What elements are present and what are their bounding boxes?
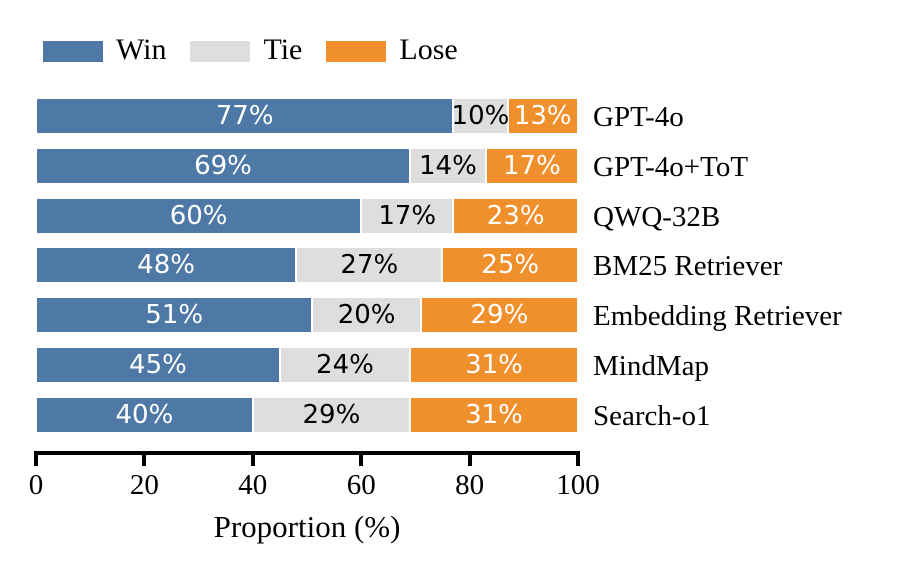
legend-label-win: Win (116, 33, 167, 66)
x-axis: 0 20 40 60 80 100 (29, 451, 600, 500)
bar-segment-lose: 17% (485, 147, 578, 184)
bar-segment-label: 69% (194, 150, 252, 181)
bar-segment-tie: 17% (361, 197, 454, 234)
category-label: GPT-4o+ToT (593, 150, 749, 183)
legend-item-lose: Lose (326, 33, 458, 68)
bar-segment-win: 77% (36, 98, 454, 134)
bar-segment-win: 40% (36, 396, 253, 433)
bar-segment-lose: 31% (409, 346, 578, 383)
bar-segment-label: 31% (465, 399, 523, 430)
x-axis-label: Proportion (%) (213, 509, 401, 544)
bar-segment-label: 51% (145, 300, 204, 331)
legend-label-tie: Tie (263, 33, 303, 66)
bar-segment-label: 60% (169, 200, 228, 231)
category-label: GPT-4o (593, 101, 684, 133)
bar-segment-lose: 25% (442, 247, 578, 284)
bar-segment-label: 13% (513, 101, 572, 131)
category-label: QWQ-32B (593, 200, 721, 233)
category-label: MindMap (593, 349, 709, 382)
category-label: Embedding Retriever (593, 300, 842, 333)
bar-segment-tie: 24% (279, 346, 410, 383)
lose-color-swatch (326, 41, 387, 62)
x-axis-line (34, 451, 580, 455)
x-axis-tick-label: 20 (129, 469, 159, 501)
bar-segment-win: 60% (36, 197, 362, 234)
x-axis-tick-label: 100 (556, 469, 600, 501)
bar-segment-label: 29% (470, 300, 529, 331)
bar-segment-label: 14% (419, 150, 477, 181)
bar-segment-win: 45% (36, 346, 280, 383)
bar-segment-label: 29% (302, 399, 361, 430)
bar-segment-label: 45% (129, 349, 187, 380)
category-label: Search-o1 (593, 399, 711, 432)
bar-segment-label: 10% (451, 101, 510, 131)
bar-segment-win: 51% (36, 297, 313, 334)
bar-segment-label: 27% (340, 250, 399, 281)
x-axis-tick (34, 451, 38, 466)
x-axis-tick-label: 40 (238, 469, 268, 501)
bar-segment-lose: 13% (507, 98, 578, 134)
bar-row: 45% 24% 31% MindMap (36, 346, 709, 383)
bar-segment-lose: 23% (453, 197, 578, 234)
bar-row: 51% 20% 29% Embedding Retriever (36, 297, 842, 334)
tie-color-swatch (190, 41, 251, 62)
bar-segment-tie: 20% (312, 297, 421, 334)
bars-area: 77% 10% 13% GPT-4o 69% 14% 17% GPT-4o+ToT 60% 17%… (36, 98, 842, 447)
bar-segment-label: 48% (137, 250, 195, 281)
bar-segment-tie: 27% (296, 247, 443, 284)
bar-segment-label: 77% (215, 101, 274, 131)
legend-item-win: Win (43, 35, 166, 68)
legend: Win Tie Lose (43, 35, 458, 68)
bar-segment-win: 48% (36, 247, 297, 284)
bar-segment-win: 69% (36, 147, 410, 184)
x-axis-tick (467, 451, 472, 466)
bar-row: 48% 27% 25% BM25 Retriever (36, 247, 782, 284)
bar-segment-label: 17% (503, 150, 561, 181)
bar-segment-tie: 14% (409, 147, 486, 184)
x-axis-tick (142, 451, 147, 466)
bar-segment-label: 20% (337, 300, 396, 331)
x-axis-tick-label: 60 (346, 469, 376, 501)
x-axis-tick (250, 451, 255, 466)
bar-row: 69% 14% 17% GPT-4o+ToT (36, 147, 748, 184)
bar-segment-tie: 10% (451, 98, 510, 134)
x-axis-tick (359, 451, 364, 466)
bar-segment-label: 17% (378, 200, 437, 231)
bar-segment-lose: 29% (420, 297, 578, 334)
legend-label-lose: Lose (399, 33, 458, 66)
bar-segment-label: 24% (316, 349, 374, 380)
x-axis-tick (576, 451, 580, 466)
win-color-swatch (43, 41, 103, 62)
x-axis-tick-label: 80 (455, 469, 485, 501)
category-label: BM25 Retriever (593, 250, 783, 283)
bar-segment-label: 31% (465, 349, 523, 380)
bar-segment-tie: 29% (252, 396, 410, 433)
bar-row: 40% 29% 31% Search-o1 (36, 396, 711, 433)
bar-row: 77% 10% 13% GPT-4o (36, 98, 684, 134)
x-axis-tick-label: 0 (28, 469, 44, 501)
bar-segment-label: 40% (115, 399, 174, 430)
legend-item-tie: Tie (190, 35, 302, 68)
bar-row: 60% 17% 23% QWQ-32B (36, 197, 720, 234)
bar-segment-label: 23% (486, 200, 545, 231)
bar-segment-lose: 31% (409, 396, 578, 433)
bar-segment-label: 25% (481, 250, 540, 281)
